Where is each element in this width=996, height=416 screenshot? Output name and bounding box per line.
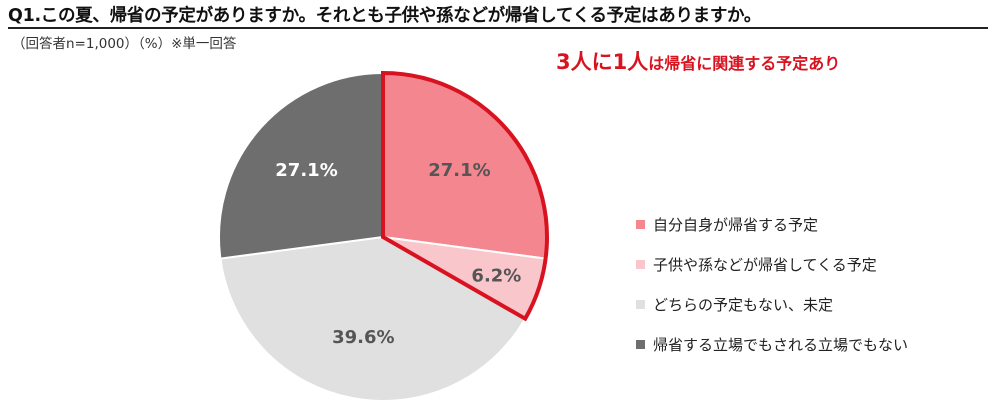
pie-value-label-children-return: 6.2% bbox=[471, 265, 521, 286]
legend-swatch bbox=[636, 259, 645, 269]
pie-value-label-none-undecided: 39.6% bbox=[332, 327, 394, 348]
pie-value-label-not-applicable: 27.1% bbox=[275, 160, 337, 181]
legend-item-children-return: 子供や孫などが帰省してくる予定 bbox=[636, 244, 908, 284]
headline-emphasis: 3人に1人 bbox=[556, 50, 649, 74]
legend-label: 自分自身が帰省する予定 bbox=[653, 215, 819, 234]
title-underline bbox=[8, 27, 988, 29]
legend-item-self-return: 自分自身が帰省する予定 bbox=[636, 204, 908, 244]
chart-legend: 自分自身が帰省する予定子供や孫などが帰省してくる予定 どちらの予定もない、未定帰省… bbox=[636, 204, 908, 364]
legend-label: 子供や孫などが帰省してくる予定 bbox=[653, 255, 877, 274]
headline-rest: は帰省に関連する予定あり bbox=[648, 54, 841, 73]
legend-label: 帰省する立場でもされる立場でもない bbox=[653, 335, 909, 354]
headline-callout: 3人に1人は帰省に関連する予定あり bbox=[556, 46, 840, 76]
legend-swatch bbox=[636, 219, 645, 229]
legend-item-none-undecided: どちらの予定もない、未定 bbox=[636, 284, 908, 324]
legend-label: どちらの予定もない、未定 bbox=[653, 295, 834, 314]
legend-item-not-applicable: 帰省する立場でもされる立場でもない bbox=[636, 324, 908, 364]
legend-swatch bbox=[636, 339, 645, 349]
legend-swatch bbox=[636, 299, 645, 309]
chart-title: Q1.この夏、帰省の予定がありますか。それとも子供や孫などが帰省してくる予定はあ… bbox=[8, 6, 762, 26]
pie-slice-none-undecided bbox=[219, 235, 527, 402]
highlight-outline bbox=[381, 70, 549, 322]
pie-value-label-self-return: 27.1% bbox=[428, 160, 490, 181]
chart-subtitle: （回答者n=1,000）（%）※単一回答 bbox=[12, 36, 237, 52]
pie-slice-not-applicable bbox=[218, 71, 384, 260]
